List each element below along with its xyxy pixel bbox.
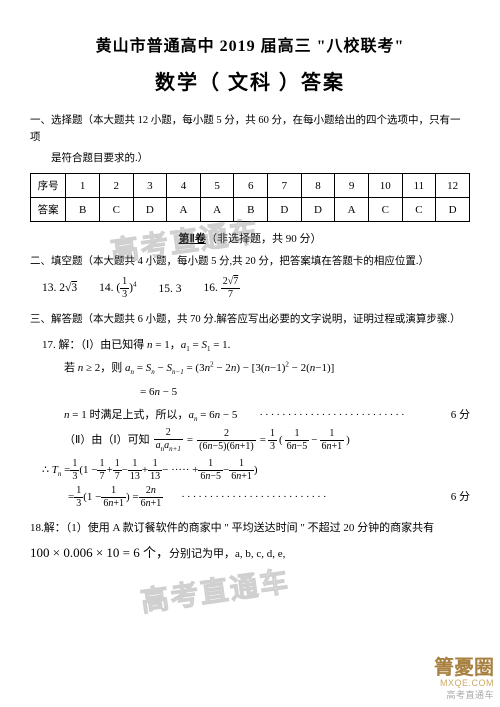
watermark-logo: 箐憂圈 MXQE.COM 高考直通车 <box>406 658 494 701</box>
q17-line1: 17. 解：（Ⅰ）由已知得 n = 1，a1 = S1 = 1. <box>42 339 230 351</box>
watermark-outline-2: 高考直通车 <box>138 560 292 620</box>
q16-label: 16. <box>204 282 218 294</box>
section1-header-line2: 是符合题目要求的.） <box>30 151 470 168</box>
table-cell: D <box>268 198 302 222</box>
q16-num-root: 7 <box>233 277 238 287</box>
q17-line3: = 6n − 5 <box>140 386 177 398</box>
q13: 13. 2√3 <box>42 282 77 295</box>
table-cell: 7 <box>268 174 302 198</box>
table-cell: 8 <box>301 174 335 198</box>
q14-den: 3 <box>120 288 129 300</box>
table-cell: B <box>66 198 100 222</box>
q17-line4-score: 6 分 <box>451 405 470 426</box>
q17-line2: 若 n ≥ 2，则 an = Sn − Sn−1 = (3n2 − 2n) − … <box>64 362 334 374</box>
part2-heading: 第Ⅱ卷（非选择题，共 90 分） <box>30 230 470 246</box>
table-cell: 5 <box>200 174 234 198</box>
table-cell: 9 <box>335 174 369 198</box>
q18-equation-line: 100 × 0.006 × 10 = 6 个，分别记为甲，a, b, c, d,… <box>30 542 470 564</box>
table-row: 序号 1 2 3 4 5 6 7 8 9 10 11 12 <box>31 174 470 198</box>
table-header-answer: 答案 <box>31 198 66 222</box>
table-cell: C <box>368 198 402 222</box>
table-cell: D <box>133 198 167 222</box>
q17-solution: 17. 解：（Ⅰ）由已知得 n = 1，a1 = S1 = 1. 若 n ≥ 2… <box>42 335 470 509</box>
part2-title-bold: 第Ⅱ卷 <box>179 233 206 245</box>
q13-label: 13. <box>42 282 56 294</box>
table-cell: A <box>200 198 234 222</box>
table-header-index: 序号 <box>31 174 66 198</box>
q17-Tn-lhs: ∴ Tn = <box>42 460 70 481</box>
section3-header: 三、解答题（本大题共 6 小题，共 70 分.解答应写出必要的文字说明，证明过程… <box>30 312 470 329</box>
part2-title-rest: （非选择题，共 90 分） <box>206 233 322 245</box>
table-cell: 3 <box>133 174 167 198</box>
table-cell: 4 <box>167 174 201 198</box>
watermark-logo-sub: 高考直通车 <box>406 688 494 701</box>
page-title-line2: 数学（ 文科 ）答案 <box>30 66 470 95</box>
dotfill <box>259 409 406 421</box>
q18-text2: 分别记为甲，a, b, c, d, e, <box>169 548 285 560</box>
q16-den: 7 <box>221 288 241 300</box>
q14-exp: 4 <box>133 281 137 289</box>
table-cell: 12 <box>436 174 470 198</box>
q14: 14. (13)4 <box>99 277 136 300</box>
q18-solution: 18.解：（1）使用 A 款订餐软件的商家中 " 平均送达时间 " 不超过 20… <box>30 519 470 564</box>
table-cell: 6 <box>234 174 268 198</box>
table-row: 答案 B C D A A B D D A C C D <box>31 198 470 222</box>
q18-text1: 18.解：（1）使用 A 款订餐软件的商家中 " 平均送达时间 " 不超过 20… <box>30 519 470 538</box>
q15-val: 3 <box>176 283 182 295</box>
table-cell: 2 <box>99 174 133 198</box>
section1-header-line1: 一、选择题（本大题共 12 小题，每小题 5 分，共 60 分，在每小题给出的四… <box>30 113 470 147</box>
table-cell: 11 <box>402 174 436 198</box>
q17-end-score: 6 分 <box>451 487 470 508</box>
q17-line4-text: n = 1 时满足上式，所以，an = 6n − 5 <box>64 405 407 426</box>
watermark-logo-small: MXQE.COM <box>406 678 494 688</box>
q15-label: 15. <box>159 283 173 295</box>
table-cell: D <box>436 198 470 222</box>
q13-root: 3 <box>71 283 77 295</box>
table-cell: A <box>335 198 369 222</box>
table-cell: C <box>402 198 436 222</box>
table-cell: B <box>234 198 268 222</box>
table-cell: 10 <box>368 174 402 198</box>
table-cell: 1 <box>66 174 100 198</box>
q16-num-coef: 2 <box>223 276 228 287</box>
q17-line5-prefix: （Ⅱ）由（Ⅰ）可知 <box>64 430 150 451</box>
fill-blank-row: 13. 2√3 14. (13)4 15. 3 16. 2√77 <box>42 277 470 300</box>
answer-table: 序号 1 2 3 4 5 6 7 8 9 10 11 12 答案 B C D A… <box>30 173 470 222</box>
page-title-line1: 黄山市普通高中 2019 届高三 "八校联考" <box>30 32 470 56</box>
table-cell: D <box>301 198 335 222</box>
table-cell: C <box>99 198 133 222</box>
q14-num: 1 <box>120 277 129 288</box>
table-cell: A <box>167 198 201 222</box>
watermark-logo-big: 箐憂圈 <box>406 658 494 678</box>
section2-header: 二、填空题（本大题共 4 小题，每小题 5 分,共 20 分，把答案填在答题卡的… <box>30 254 470 271</box>
q14-label: 14. <box>99 282 113 294</box>
q16: 16. 2√77 <box>204 277 241 300</box>
q15: 15. 3 <box>159 283 182 295</box>
